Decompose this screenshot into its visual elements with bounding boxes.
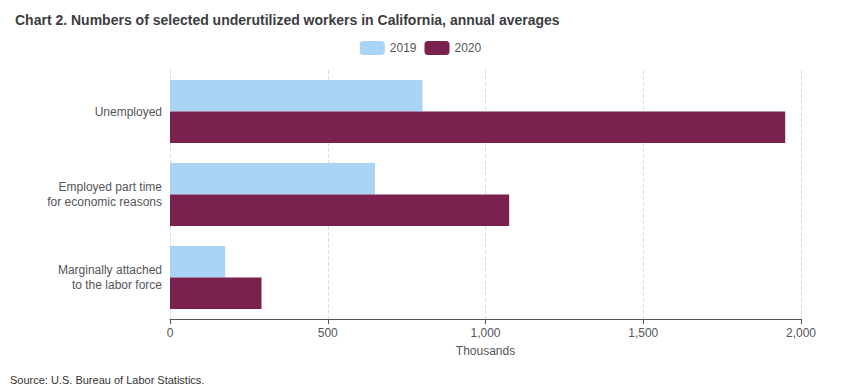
svg-text:Unemployed: Unemployed — [95, 105, 162, 119]
svg-text:Thousands: Thousands — [456, 344, 515, 358]
svg-text:500: 500 — [318, 326, 338, 340]
svg-text:1,000: 1,000 — [470, 326, 500, 340]
svg-text:1,500: 1,500 — [628, 326, 658, 340]
svg-text:0: 0 — [167, 326, 174, 340]
svg-text:for economic reasons: for economic reasons — [47, 195, 162, 209]
svg-text:Marginally attached: Marginally attached — [58, 263, 162, 277]
svg-text:Employed part time: Employed part time — [59, 180, 163, 194]
svg-text:Chart 2. Numbers of selected u: Chart 2. Numbers of selected underutiliz… — [15, 12, 560, 28]
svg-text:2,000: 2,000 — [786, 326, 816, 340]
svg-text:2020: 2020 — [455, 41, 482, 55]
svg-text:2019: 2019 — [390, 41, 417, 55]
svg-text:Source: U.S. Bureau of Labor S: Source: U.S. Bureau of Labor Statistics. — [10, 374, 204, 386]
svg-text:to the labor force: to the labor force — [72, 278, 162, 292]
